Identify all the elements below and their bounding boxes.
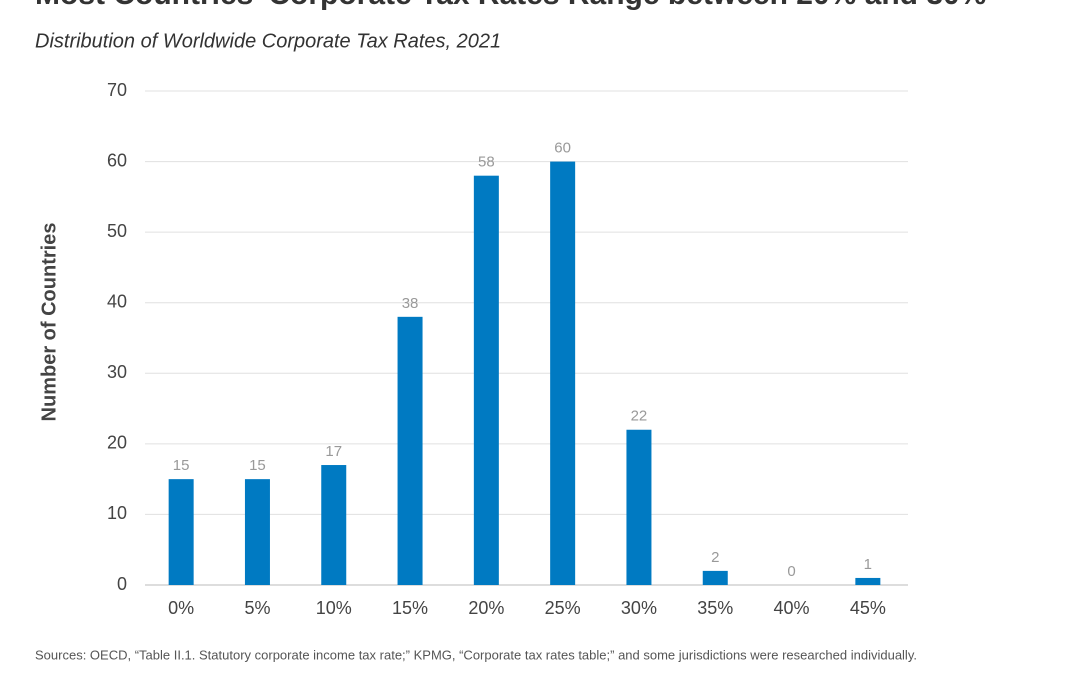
data-label: 17 bbox=[325, 443, 342, 460]
x-tick-label: 10% bbox=[316, 598, 352, 618]
chart-title: Most Countries’ Corporate Tax Rates Rang… bbox=[35, 0, 986, 11]
data-label: 0 bbox=[787, 563, 795, 580]
data-label: 58 bbox=[478, 154, 495, 171]
bar bbox=[321, 465, 347, 585]
x-tick-label: 20% bbox=[468, 598, 504, 618]
data-label: 1 bbox=[864, 556, 872, 573]
x-tick-label: 45% bbox=[850, 598, 886, 618]
x-tick-label: 30% bbox=[621, 598, 657, 618]
bar bbox=[244, 479, 270, 585]
x-tick-label: 15% bbox=[392, 598, 428, 618]
bar bbox=[702, 570, 728, 585]
data-label: 2 bbox=[711, 549, 719, 566]
data-label: 22 bbox=[631, 408, 648, 425]
y-tick-label: 10 bbox=[107, 503, 127, 523]
bar bbox=[855, 577, 881, 585]
x-tick-label: 5% bbox=[244, 598, 270, 618]
y-tick-label: 30 bbox=[107, 362, 127, 382]
bar bbox=[626, 429, 652, 585]
bar bbox=[473, 175, 499, 585]
y-tick-label: 0 bbox=[117, 574, 127, 594]
data-label: 15 bbox=[173, 457, 190, 474]
y-tick-label: 70 bbox=[107, 80, 127, 100]
data-label: 38 bbox=[402, 295, 419, 312]
y-tick-label: 20 bbox=[107, 433, 127, 453]
x-tick-label: 40% bbox=[774, 598, 810, 618]
x-tick-label: 35% bbox=[697, 598, 733, 618]
bar bbox=[550, 161, 576, 586]
x-tick-label: 0% bbox=[168, 598, 194, 618]
y-tick-label: 60 bbox=[107, 150, 127, 170]
bar bbox=[168, 479, 194, 585]
source-note: Sources: OECD, “Table II.1. Statutory co… bbox=[35, 647, 917, 662]
data-label: 60 bbox=[554, 140, 571, 157]
x-tick-label: 25% bbox=[545, 598, 581, 618]
y-axis-label: Number of Countries bbox=[38, 223, 60, 422]
y-tick-label: 50 bbox=[107, 221, 127, 241]
data-label: 15 bbox=[249, 457, 266, 474]
chart-subtitle: Distribution of Worldwide Corporate Tax … bbox=[35, 30, 501, 52]
y-tick-label: 40 bbox=[107, 291, 127, 311]
bar bbox=[397, 316, 423, 585]
